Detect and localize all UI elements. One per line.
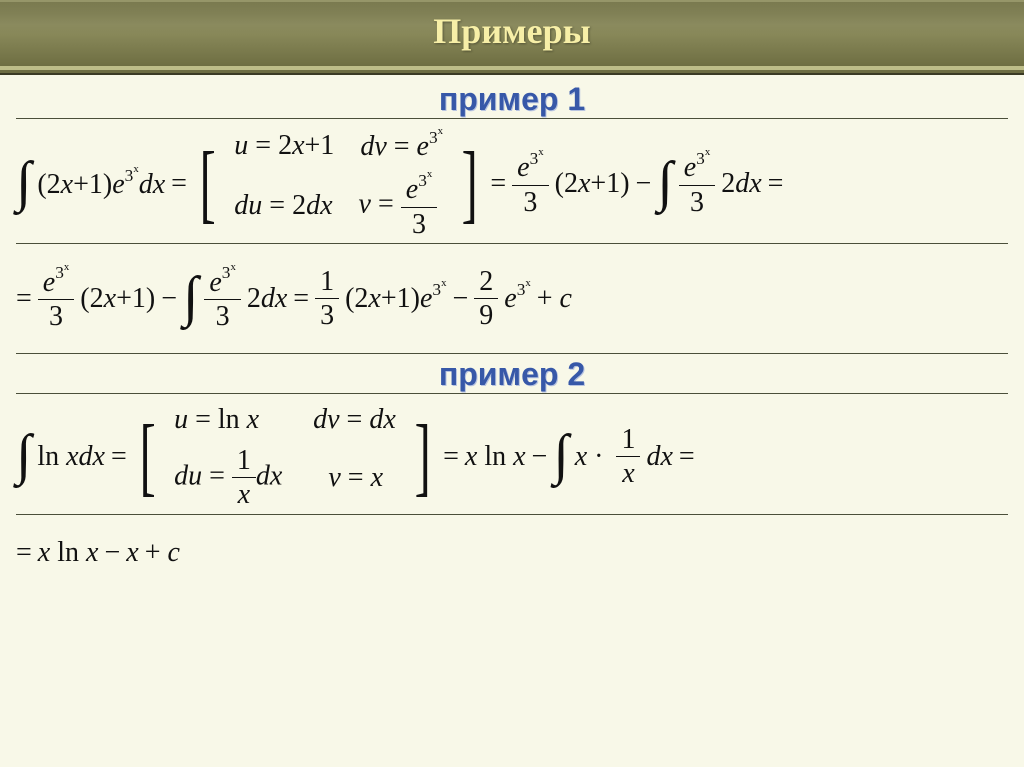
- math-text: dx: [646, 441, 672, 473]
- example1-line1: ∫ (2x+1)e3xdx = [ u = 2x+1 dv = e3x du =…: [16, 125, 1008, 244]
- math-text: −: [161, 283, 177, 315]
- math-text: (2x+1)e3xdx: [37, 167, 165, 201]
- math-text: −: [104, 537, 120, 569]
- fraction: e3x3: [38, 266, 75, 332]
- math-text: −: [636, 168, 652, 200]
- math-text: =: [16, 283, 32, 315]
- fraction: 1x: [616, 425, 640, 489]
- title-text: Примеры: [433, 11, 590, 51]
- math-text: =: [16, 537, 32, 569]
- math-text: x ln x: [465, 441, 526, 473]
- substitution-block: u = ln x dv = dx du = 1xdx v = x: [168, 404, 402, 510]
- fraction: e3x3: [679, 151, 716, 217]
- math-text: =: [443, 441, 459, 473]
- math-text: =: [490, 168, 506, 200]
- fraction: e3x3: [512, 151, 549, 217]
- math-text: −: [452, 283, 468, 315]
- slide: Примеры пример 1 ∫ (2x+1)e3xdx = [ u = 2…: [0, 0, 1024, 767]
- math-text: (2x+1)e3x: [345, 281, 446, 315]
- math-text: 2dx: [247, 283, 287, 315]
- example2-label: пример 2: [16, 356, 1008, 394]
- fraction: 29: [474, 267, 498, 331]
- content-area: пример 1 ∫ (2x+1)e3xdx = [ u = 2x+1 dv =…: [0, 75, 1024, 767]
- math-text: =: [679, 441, 695, 473]
- math-text: + c: [537, 283, 572, 315]
- fraction: e3x3: [204, 266, 241, 332]
- math-text: (2x+1): [80, 283, 155, 315]
- math-text: =: [171, 168, 187, 200]
- math-text: + c: [145, 537, 180, 569]
- slide-title: Примеры: [0, 0, 1024, 66]
- math-text: x ln x: [38, 537, 99, 569]
- math-text: ln xdx: [37, 441, 105, 473]
- math-text: −: [532, 441, 548, 473]
- math-text: e3x: [504, 281, 531, 315]
- math-text: (2x+1): [555, 168, 630, 200]
- math-text: =: [111, 441, 127, 473]
- example2-line1: ∫ ln xdx = [ u = ln x dv = dx du = 1xdx …: [16, 400, 1008, 515]
- example2-line2: = x ln x − x + c: [16, 515, 1008, 591]
- example1-line2: = e3x3 (2x+1) − ∫ e3x3 2dx = 13 (2x+1)e3…: [16, 244, 1008, 354]
- fraction: 13: [315, 267, 339, 331]
- math-text: x ·: [575, 441, 611, 473]
- math-text: =: [293, 283, 309, 315]
- substitution-block: u = 2x+1 dv = e3x du = 2dx v = e3x3: [228, 129, 449, 239]
- example1-label: пример 1: [16, 81, 1008, 119]
- math-text: 2dx: [721, 168, 761, 200]
- math-text: x: [126, 537, 138, 569]
- math-text: =: [768, 168, 784, 200]
